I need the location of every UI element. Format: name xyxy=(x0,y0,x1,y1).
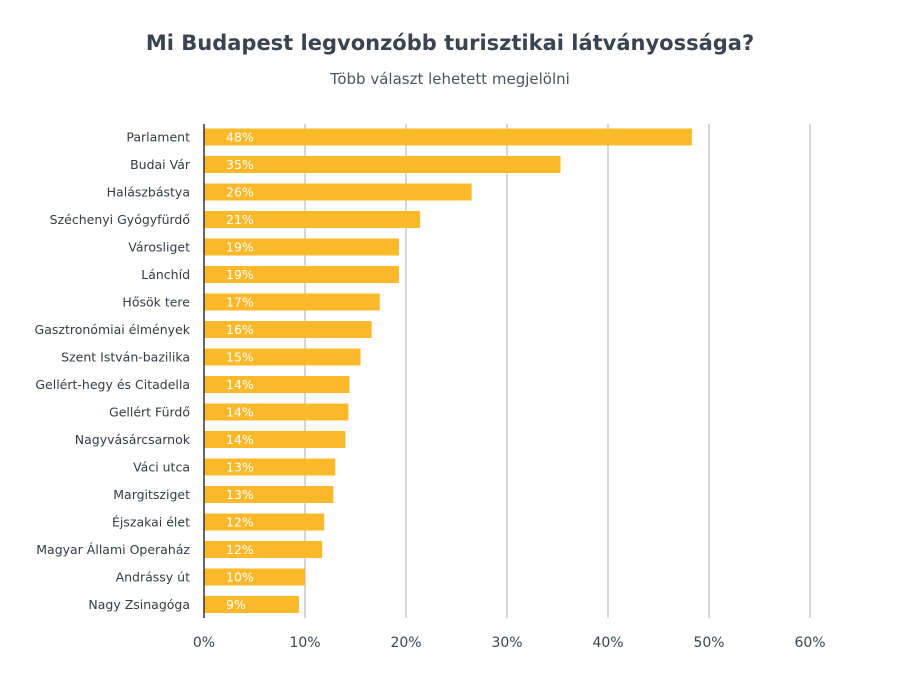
data-label: 16% xyxy=(226,322,254,337)
chart-subtitle: Több választ lehetett megjelölni xyxy=(330,70,570,88)
bar xyxy=(204,513,325,531)
category-label: Hősök tere xyxy=(122,295,190,310)
category-label: Éjszakai élet xyxy=(112,515,190,530)
category-label: Nagy Zsinagóga xyxy=(88,597,190,612)
category-label: Gellért Fürdő xyxy=(109,405,190,420)
bar xyxy=(204,403,349,421)
data-label: 14% xyxy=(226,432,254,447)
bar xyxy=(204,211,421,228)
category-label: Lánchíd xyxy=(141,267,190,282)
bar xyxy=(204,541,323,558)
data-label: 12% xyxy=(226,515,254,530)
data-label: 48% xyxy=(226,130,254,145)
bar xyxy=(204,183,472,201)
data-label: 35% xyxy=(226,157,254,172)
data-label: 13% xyxy=(226,460,254,475)
data-label: 26% xyxy=(226,185,254,200)
category-label: Gasztronómiai élmények xyxy=(35,322,191,337)
category-label: Nagyvásárcsarnok xyxy=(75,432,191,447)
category-label: Váci utca xyxy=(133,460,190,475)
category-label: Magyar Állami Operaház xyxy=(36,542,190,557)
data-label: 19% xyxy=(226,267,254,282)
data-label: 14% xyxy=(226,377,254,392)
bar xyxy=(204,596,299,613)
data-label: 12% xyxy=(226,542,254,557)
x-tick-label: 0% xyxy=(193,635,215,651)
category-label: Andrássy út xyxy=(116,570,191,585)
bar xyxy=(204,348,361,366)
category-label: Gellért-hegy és Citadella xyxy=(35,377,190,392)
chart-title: Mi Budapest legvonzóbb turisztikai látvá… xyxy=(145,31,755,55)
category-label: Budai Vár xyxy=(130,157,191,172)
x-tick-label: 60% xyxy=(794,635,825,651)
data-label: 19% xyxy=(226,240,254,255)
data-label: 14% xyxy=(226,405,254,420)
bar xyxy=(204,431,346,448)
data-label: 13% xyxy=(226,487,254,502)
category-label: Parlament xyxy=(126,130,190,145)
data-label: 9% xyxy=(226,597,246,612)
data-label: 15% xyxy=(226,350,254,365)
x-tick-label: 10% xyxy=(289,635,320,651)
data-label: 10% xyxy=(226,570,254,585)
bar xyxy=(204,156,561,173)
category-label: Szent István-bazilika xyxy=(61,350,190,365)
x-tick-label: 50% xyxy=(693,635,724,651)
bar xyxy=(204,238,399,256)
bar xyxy=(204,321,372,338)
category-label: Városliget xyxy=(128,240,190,255)
category-label: Halászbástya xyxy=(107,185,190,200)
bar xyxy=(204,376,350,393)
x-tick-label: 20% xyxy=(390,635,421,651)
data-label: 17% xyxy=(226,295,254,310)
category-label: Margitsziget xyxy=(113,487,190,502)
bar xyxy=(204,293,380,311)
x-tick-label: 40% xyxy=(592,635,623,651)
bar xyxy=(204,486,334,503)
bar xyxy=(204,568,305,586)
data-label: 21% xyxy=(226,212,254,227)
bar xyxy=(204,266,399,283)
x-tick-label: 30% xyxy=(491,635,522,651)
bar xyxy=(204,128,692,146)
bar xyxy=(204,458,336,476)
category-label: Széchenyi Gyógyfürdő xyxy=(50,212,190,227)
